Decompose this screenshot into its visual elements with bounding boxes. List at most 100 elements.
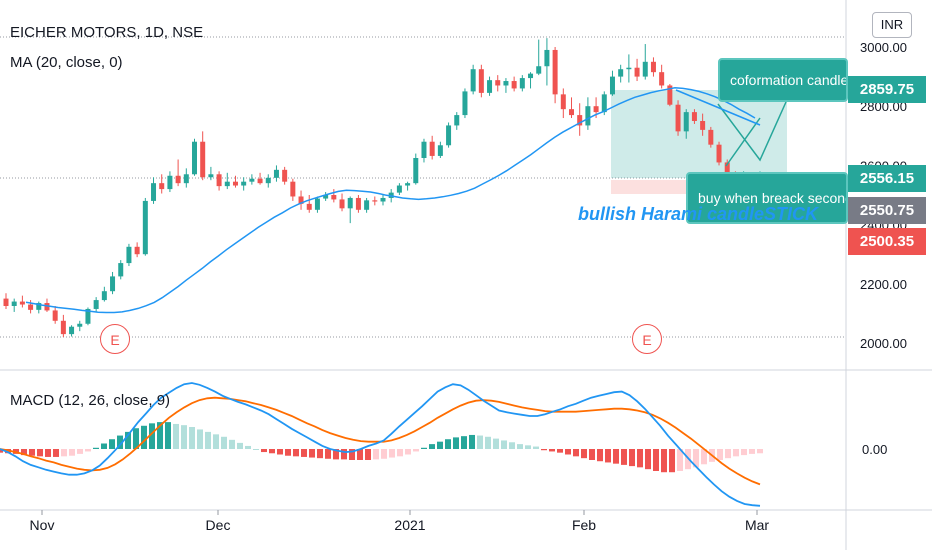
- candle-body: [691, 112, 697, 121]
- pattern-annotation: bullish Harami candleSTICK: [578, 204, 819, 224]
- candle-body: [380, 197, 386, 202]
- candle-body: [437, 145, 443, 156]
- macd-histogram-bar: [45, 449, 51, 457]
- macd-histogram-bar: [365, 449, 371, 460]
- macd-histogram-bar: [37, 449, 43, 457]
- time-tick-label: Nov: [30, 517, 55, 533]
- candle-body: [192, 141, 197, 175]
- candle-body: [618, 69, 624, 77]
- candle-body: [650, 61, 656, 73]
- macd-histogram-bar: [621, 449, 627, 465]
- macd-histogram-bar: [661, 449, 667, 473]
- macd-histogram-bar: [397, 449, 403, 457]
- macd-histogram-bar: [605, 449, 611, 463]
- macd-histogram-bar: [333, 449, 339, 460]
- earnings-marker[interactable]: E: [100, 324, 130, 354]
- macd-histogram-bar: [613, 449, 619, 464]
- candle-body: [151, 183, 157, 201]
- candle-body: [306, 203, 312, 210]
- macd-histogram-bar: [637, 449, 643, 468]
- candle-body: [642, 61, 648, 77]
- candle-body: [528, 73, 534, 79]
- macd-histogram-bar: [701, 449, 707, 465]
- macd-histogram-bar: [381, 449, 387, 459]
- candle-body: [454, 115, 460, 126]
- macd-histogram-bar: [189, 427, 195, 449]
- callout-buy-signal: buy when breack second candle: [686, 172, 848, 224]
- macd-histogram-bar: [461, 436, 467, 449]
- macd-histogram-bar: [373, 449, 379, 460]
- time-tick-label: Dec: [206, 517, 231, 533]
- candle-body: [421, 141, 427, 158]
- candle-body: [511, 81, 517, 89]
- candle-body: [77, 323, 83, 327]
- macd-histogram-bar: [581, 449, 587, 459]
- macd-histogram-bar: [509, 442, 515, 449]
- macd-histogram-bar: [589, 449, 595, 460]
- candle-body: [159, 183, 165, 190]
- candle-body: [93, 300, 99, 309]
- macd-histogram-bar: [477, 435, 483, 449]
- candle-body: [257, 178, 263, 184]
- candle-body: [282, 169, 288, 182]
- macd-histogram-bar: [445, 439, 451, 449]
- macd-histogram-bar: [269, 449, 275, 454]
- candle-body: [560, 94, 566, 110]
- candle-body: [216, 174, 222, 187]
- candle-body: [716, 144, 722, 163]
- chart-title: EICHER MOTORS, 1D, NSE: [10, 24, 204, 41]
- macd-histogram-bar: [717, 449, 723, 460]
- macd-histogram-bar: [117, 435, 123, 449]
- price-tag-low: 2500.35: [848, 228, 926, 255]
- candle-body: [478, 69, 484, 93]
- earnings-marker[interactable]: E: [632, 324, 662, 354]
- macd-histogram-bar: [245, 445, 251, 449]
- macd-histogram-bar: [261, 449, 267, 453]
- candle-body: [167, 175, 173, 190]
- macd-histogram-bar: [205, 431, 211, 449]
- pattern-target-zone: [611, 90, 787, 178]
- candle-body: [339, 199, 345, 209]
- macd-histogram-bar: [173, 423, 179, 449]
- macd-histogram-bar: [741, 449, 747, 456]
- macd-line: [0, 382, 761, 507]
- macd-histogram-bar: [21, 449, 27, 456]
- candle-body: [495, 80, 501, 86]
- candle-body: [298, 196, 304, 204]
- macd-histogram-bar: [133, 428, 139, 449]
- macd-histogram-bar: [677, 449, 683, 471]
- macd-histogram-bar: [389, 449, 395, 458]
- macd-histogram-bar: [229, 439, 235, 449]
- candle-body: [265, 177, 271, 184]
- candle-body: [60, 320, 66, 335]
- macd-histogram-bar: [341, 449, 347, 460]
- macd-histogram-bar: [757, 449, 763, 454]
- candle-body: [323, 195, 329, 199]
- macd-histogram-bar: [485, 436, 491, 449]
- macd-histogram-bar: [557, 449, 563, 453]
- ma-indicator-label: MA (20, close, 0): [10, 54, 123, 71]
- candle-body: [569, 109, 574, 116]
- macd-histogram-bar: [493, 438, 499, 449]
- macd-histogram-bar: [165, 422, 171, 449]
- macd-histogram-bar: [725, 449, 731, 459]
- macd-histogram-bar: [325, 449, 331, 459]
- macd-histogram-bar: [85, 449, 91, 452]
- macd-histogram-bar: [629, 449, 635, 467]
- macd-histogram-bar: [533, 446, 539, 449]
- macd-histogram-bar: [469, 434, 475, 449]
- candle-body: [175, 175, 181, 184]
- candle-body: [667, 85, 673, 105]
- candle-body: [675, 104, 681, 132]
- candle-body: [413, 158, 419, 184]
- price-tick-label: 2000.00: [860, 336, 907, 351]
- macd-histogram-bar: [549, 449, 555, 452]
- macd-histogram-bar: [733, 449, 739, 457]
- currency-badge[interactable]: INR: [872, 12, 912, 38]
- candle-body: [708, 129, 714, 145]
- candle-body: [19, 301, 25, 305]
- macd-histogram-bar: [357, 449, 363, 460]
- macd-histogram-bar: [197, 429, 203, 449]
- macd-histogram-bar: [669, 449, 675, 473]
